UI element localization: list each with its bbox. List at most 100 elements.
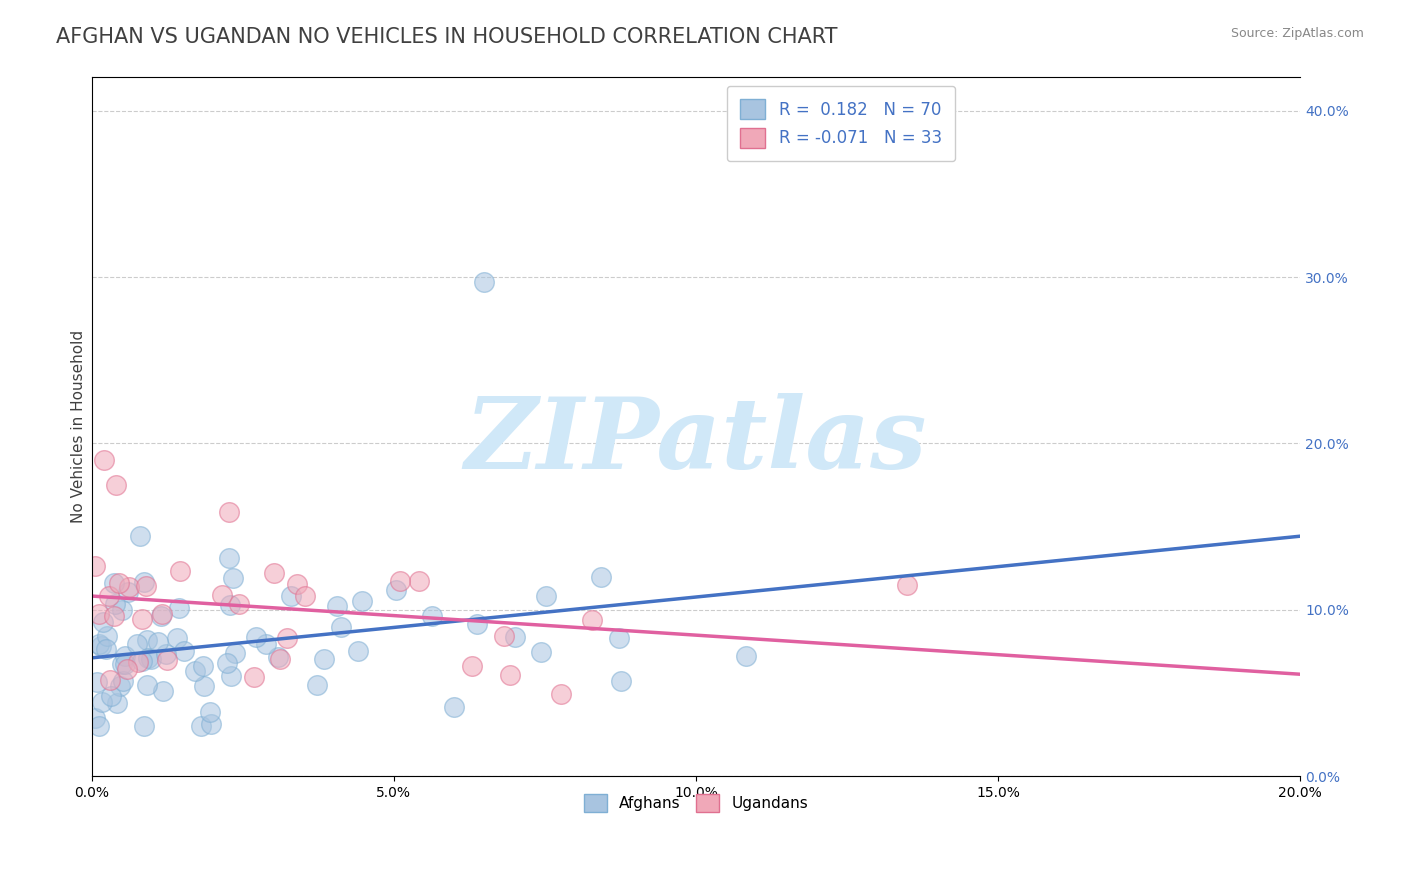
Ugandans bbox=[263, 566, 285, 580]
Ugandans bbox=[269, 651, 291, 665]
Afghans bbox=[128, 529, 150, 543]
Ugandans bbox=[93, 453, 115, 467]
Afghans bbox=[125, 637, 148, 651]
Ugandans bbox=[228, 597, 250, 611]
Afghans bbox=[245, 630, 267, 644]
Afghans bbox=[149, 609, 172, 624]
Afghans bbox=[191, 658, 214, 673]
Afghans bbox=[190, 719, 212, 733]
Afghans bbox=[87, 637, 110, 651]
Afghans bbox=[219, 669, 242, 683]
Afghans bbox=[135, 678, 157, 692]
Afghans bbox=[384, 583, 406, 598]
Afghans bbox=[307, 678, 329, 692]
Afghans bbox=[474, 275, 496, 289]
Afghans bbox=[330, 620, 353, 634]
Ugandans bbox=[135, 579, 157, 593]
Afghans bbox=[280, 589, 302, 603]
Afghans bbox=[420, 608, 443, 623]
Afghans bbox=[86, 675, 108, 690]
Afghans bbox=[735, 649, 758, 664]
Afghans bbox=[152, 684, 174, 698]
Afghans bbox=[169, 600, 191, 615]
Ugandans bbox=[499, 668, 522, 682]
Afghans bbox=[536, 589, 558, 603]
Ugandans bbox=[98, 673, 121, 688]
Afghans bbox=[104, 597, 127, 611]
Afghans bbox=[173, 644, 195, 658]
Afghans bbox=[217, 656, 239, 670]
Legend: Afghans, Ugandans: Afghans, Ugandans bbox=[572, 781, 820, 824]
Afghans bbox=[132, 719, 155, 733]
Afghans bbox=[111, 603, 134, 617]
Afghans bbox=[254, 637, 277, 651]
Ugandans bbox=[494, 629, 516, 643]
Ugandans bbox=[408, 574, 430, 589]
Afghans bbox=[222, 571, 245, 585]
Ugandans bbox=[243, 670, 266, 684]
Afghans bbox=[93, 615, 115, 630]
Afghans bbox=[131, 654, 153, 668]
Afghans bbox=[193, 679, 215, 693]
Ugandans bbox=[115, 662, 138, 676]
Ugandans bbox=[388, 574, 411, 588]
Afghans bbox=[465, 616, 488, 631]
Afghans bbox=[607, 631, 630, 645]
Afghans bbox=[90, 639, 112, 653]
Ugandans bbox=[294, 589, 316, 603]
Afghans bbox=[166, 631, 188, 645]
Afghans bbox=[224, 646, 246, 660]
Afghans bbox=[589, 570, 612, 584]
Ugandans bbox=[285, 577, 308, 591]
Ugandans bbox=[103, 608, 125, 623]
Afghans bbox=[325, 599, 347, 613]
Afghans bbox=[347, 644, 370, 658]
Afghans bbox=[141, 652, 163, 666]
Ugandans bbox=[104, 478, 127, 492]
Afghans bbox=[84, 711, 107, 725]
Ugandans bbox=[211, 588, 233, 602]
Text: ZIPatlas: ZIPatlas bbox=[465, 392, 927, 489]
Afghans bbox=[443, 700, 465, 714]
Afghans bbox=[114, 657, 136, 671]
Afghans bbox=[132, 574, 155, 589]
Afghans bbox=[312, 652, 335, 666]
Ugandans bbox=[218, 505, 240, 519]
Ugandans bbox=[169, 564, 191, 578]
Ugandans bbox=[150, 607, 173, 621]
Ugandans bbox=[156, 653, 179, 667]
Ugandans bbox=[276, 631, 298, 645]
Ugandans bbox=[118, 580, 141, 594]
Text: Source: ZipAtlas.com: Source: ZipAtlas.com bbox=[1230, 27, 1364, 40]
Afghans bbox=[530, 645, 553, 659]
Afghans bbox=[103, 576, 125, 591]
Ugandans bbox=[97, 589, 120, 603]
Afghans bbox=[91, 695, 114, 709]
Afghans bbox=[505, 630, 527, 644]
Afghans bbox=[135, 633, 157, 648]
Ugandans bbox=[550, 687, 572, 701]
Afghans bbox=[350, 594, 373, 608]
Ugandans bbox=[896, 578, 918, 592]
Afghans bbox=[155, 647, 177, 661]
Afghans bbox=[114, 648, 136, 663]
Afghans bbox=[136, 651, 159, 665]
Ugandans bbox=[127, 656, 149, 670]
Afghans bbox=[94, 641, 117, 656]
Afghans bbox=[111, 674, 134, 689]
Ugandans bbox=[89, 607, 111, 621]
Afghans bbox=[148, 635, 170, 649]
Ugandans bbox=[461, 658, 484, 673]
Afghans bbox=[107, 696, 129, 710]
Afghans bbox=[108, 680, 131, 694]
Afghans bbox=[200, 717, 222, 731]
Afghans bbox=[111, 657, 134, 671]
Ugandans bbox=[131, 612, 153, 626]
Afghans bbox=[218, 599, 240, 613]
Afghans bbox=[610, 673, 633, 688]
Afghans bbox=[117, 585, 139, 599]
Afghans bbox=[96, 629, 118, 643]
Afghans bbox=[198, 705, 221, 719]
Afghans bbox=[100, 690, 122, 704]
Y-axis label: No Vehicles in Household: No Vehicles in Household bbox=[72, 330, 86, 524]
